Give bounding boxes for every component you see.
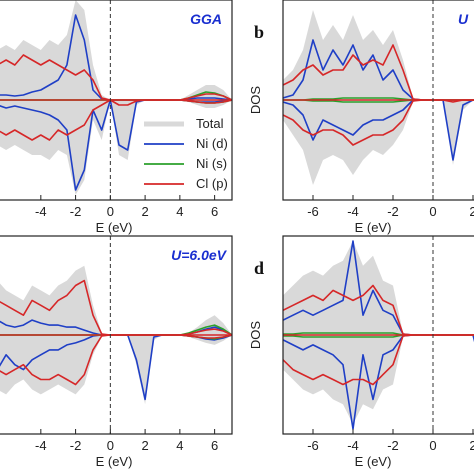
x-tick-label-d: -2 [387, 438, 399, 453]
panel-b: -6 -4 -2 0 2 E (eV) DOS Ub [248, 0, 474, 235]
legend-label-total: Total [196, 116, 224, 131]
x-axis-label-c: E (eV) [96, 454, 133, 469]
series-total-up-a [0, 0, 232, 100]
x-tick-label-a: 2 [141, 204, 148, 219]
x-axis-label-d: E (eV) [355, 454, 392, 469]
panel-d: -6 -4 -2 0 2 E (eV) DOS d [248, 235, 474, 469]
legend-label-cl_p: Cl (p) [196, 176, 228, 191]
y-axis-label-d: DOS [248, 321, 263, 350]
legend-label-ni_d: Ni (d) [196, 136, 228, 151]
panel-c: -4 -2 0 2 4 6 E (eV) U=6.0eV [0, 235, 233, 469]
plot-area-a [0, 0, 232, 200]
plot-frame-c [0, 235, 233, 435]
x-tick-label-a: 6 [211, 204, 218, 219]
series-total-up-d [283, 241, 474, 335]
plot-area-d [283, 236, 474, 434]
x-tick-label-b: 0 [429, 204, 436, 219]
series-total-down-a [0, 100, 232, 195]
series-cl_p-down-b [283, 99, 474, 146]
x-tick-label-b: -2 [387, 204, 399, 219]
legend: Total Ni (d) Ni (s) Cl (p) [144, 116, 228, 191]
panel-title-a: GGA [190, 11, 222, 27]
y-axis-label-b: DOS [248, 86, 263, 115]
x-tick-label-c: 2 [141, 438, 148, 453]
plot-frame-b [282, 0, 474, 201]
panel-letter-b: b [254, 22, 264, 42]
series-cl_p-up-a [0, 54, 232, 101]
x-tick-label-d: 2 [469, 438, 474, 453]
series-total-down-c [0, 335, 232, 405]
legend-label-ni_s: Ni (s) [196, 156, 227, 171]
x-tick-label-c: 0 [107, 438, 114, 453]
x-tick-label-c: 4 [176, 438, 183, 453]
x-tick-label-a: 0 [107, 204, 114, 219]
series-total-up-c [0, 265, 232, 335]
panel-letter-d: d [254, 258, 264, 278]
x-tick-label-a: -4 [35, 204, 47, 219]
x-axis-label-a: E (eV) [96, 220, 133, 235]
x-tick-label-c: -4 [35, 438, 47, 453]
x-tick-label-d: 0 [429, 438, 436, 453]
x-tick-label-c: -2 [70, 438, 82, 453]
plot-frame-d [282, 235, 474, 435]
panel-title-b: U [458, 11, 469, 27]
plot-area-c [0, 236, 232, 434]
panel-a: -4 -2 0 2 4 6 E (eV) GGA [0, 0, 233, 235]
x-tick-label-b: 2 [469, 204, 474, 219]
series-cl_p-down-a [0, 99, 232, 141]
series-total-down-b [283, 100, 474, 185]
x-axis-label-b: E (eV) [355, 220, 392, 235]
x-tick-label-d: -4 [347, 438, 359, 453]
series-total-up-b [283, 10, 474, 100]
plot-frame-a [0, 0, 233, 201]
x-tick-label-d: -6 [307, 438, 319, 453]
x-tick-label-c: 6 [211, 438, 218, 453]
panel-title-c: U=6.0eV [171, 247, 228, 263]
x-tick-label-b: -6 [307, 204, 319, 219]
x-tick-label-a: 4 [176, 204, 183, 219]
x-tick-label-b: -4 [347, 204, 359, 219]
x-tick-label-a: -2 [70, 204, 82, 219]
plot-area-b [283, 0, 474, 200]
